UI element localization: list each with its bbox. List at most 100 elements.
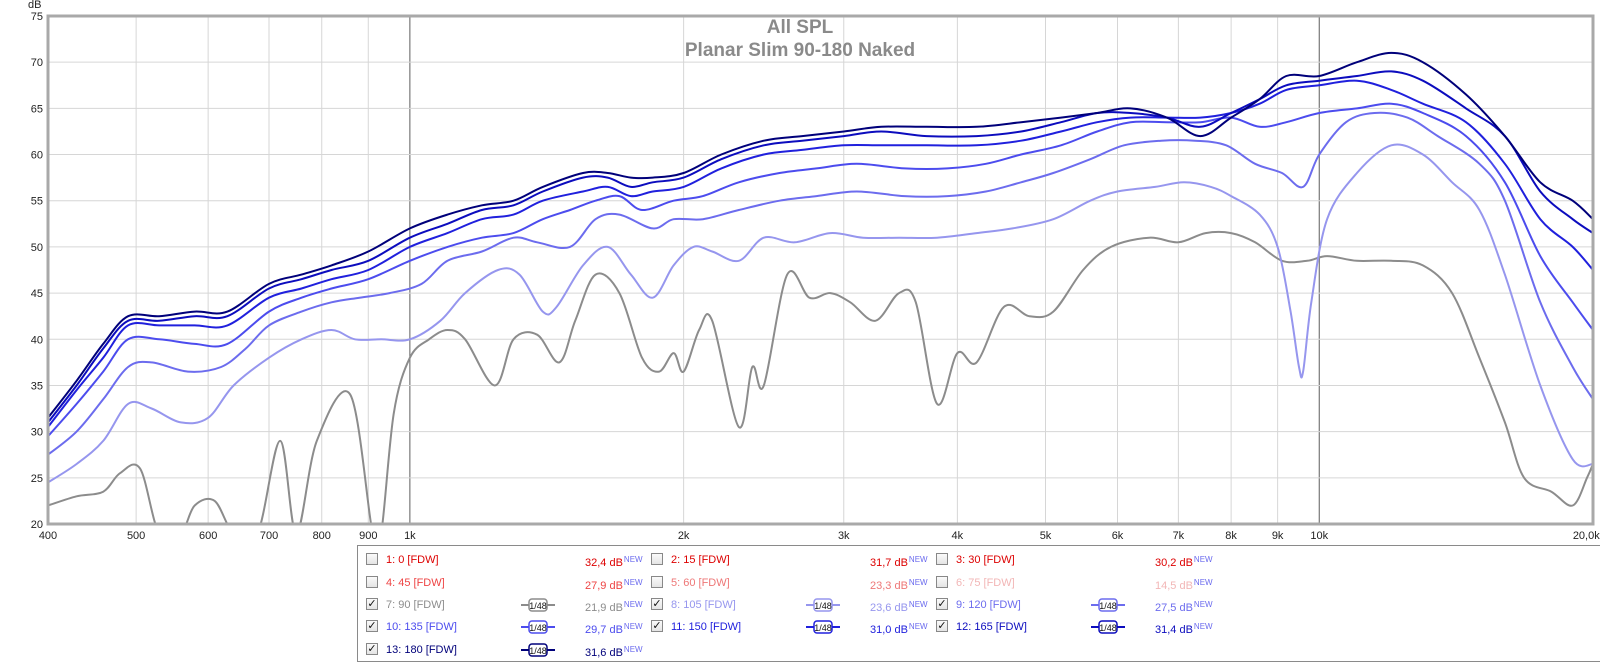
y-tick-label: 45 [31, 288, 43, 300]
y-tick-label: 75 [31, 11, 43, 23]
legend-new-tag: NEW [623, 578, 643, 587]
smoothing-icon[interactable]: 1/48 [1091, 598, 1125, 612]
smoothing-icon[interactable]: 1/48 [521, 643, 555, 657]
legend-checkbox[interactable]: ✓ [651, 620, 663, 632]
y-tick-label: 55 [31, 196, 43, 208]
legend-new-tag: NEW [623, 600, 643, 609]
series-line-5 [48, 79, 1593, 428]
y-tick-label: 70 [31, 57, 43, 69]
legend-value: 30,2 dBNEW [1155, 555, 1213, 569]
legend-checkbox[interactable] [936, 576, 948, 588]
y-axis-label: dB [28, 0, 41, 11]
legend-item: 4: 45 [FDW] 27,9 dBNEW [366, 573, 646, 593]
y-tick-label: 35 [31, 380, 43, 392]
spl-chart: 20 25 30 35 40 45 50 55 60 65 70 75 400 500 600 700 800 9… [0, 0, 1600, 545]
smoothing-label: 1/48 [529, 646, 547, 656]
legend-item: ✓ 8: 105 [FDW] 1/48 23,6 dBNEW [651, 595, 931, 615]
x-tick-label: 6k [1112, 530, 1124, 542]
legend-checkbox[interactable]: ✓ [366, 643, 378, 655]
legend-item: 3: 30 [FDW] 30,2 dBNEW [936, 550, 1216, 570]
chart-title: All SPL [767, 17, 834, 38]
x-tick-label: 400 [39, 530, 57, 542]
x-tick-label: 4k [952, 530, 964, 542]
legend-new-tag: NEW [1193, 578, 1213, 587]
legend-new-tag: NEW [623, 555, 643, 564]
series-line-3 [48, 111, 1593, 456]
legend-label: 7: 90 [FDW] [386, 599, 445, 611]
plot-background [0, 0, 1600, 545]
x-tick-label: 600 [199, 530, 217, 542]
series-line-1 [48, 230, 1593, 524]
legend-value: 31,0 dBNEW [870, 622, 928, 636]
legend-item: ✓ 13: 180 [FDW] 1/48 31,6 dBNEW [366, 640, 646, 660]
legend-value: 31,7 dBNEW [870, 555, 928, 569]
legend-value: 31,6 dBNEW [585, 645, 643, 659]
legend-checkbox[interactable] [651, 553, 663, 565]
legend-checkbox[interactable]: ✓ [936, 620, 948, 632]
legend-item: ✓ 9: 120 [FDW] 1/48 27,5 dBNEW [936, 595, 1216, 615]
legend-new-tag: NEW [908, 622, 928, 631]
legend-value: 27,5 dBNEW [1155, 600, 1213, 614]
legend-label: 11: 150 [FDW] [671, 621, 742, 633]
legend-new-tag: NEW [1193, 555, 1213, 564]
chart-subtitle: Planar Slim 90-180 Naked [685, 40, 915, 61]
smoothing-icon[interactable]: 1/48 [521, 598, 555, 612]
legend-new-tag: NEW [1193, 600, 1213, 609]
legend-label: 1: 0 [FDW] [386, 554, 439, 566]
y-tick-label: 65 [31, 103, 43, 115]
legend-new-tag: NEW [908, 578, 928, 587]
legend-checkbox[interactable]: ✓ [366, 620, 378, 632]
y-tick-label: 40 [31, 334, 43, 346]
y-tick-label: 50 [31, 242, 43, 254]
legend-checkbox[interactable] [936, 553, 948, 565]
legend-checkbox[interactable] [366, 576, 378, 588]
legend-new-tag: NEW [908, 600, 928, 609]
series-line-4 [48, 102, 1593, 437]
legend-item: ✓ 11: 150 [FDW] 1/48 31,0 dBNEW [651, 617, 931, 637]
legend-value: 23,3 dBNEW [870, 578, 928, 592]
legend-value: 32,4 dBNEW [585, 555, 643, 569]
y-tick-label: 25 [31, 473, 43, 485]
legend-new-tag: NEW [1193, 622, 1213, 631]
axis-ticks: 20 25 30 35 40 45 50 55 60 65 70 75 400 500 600 700 800 9… [31, 11, 1600, 542]
smoothing-icon[interactable]: 1/48 [806, 598, 840, 612]
legend-checkbox[interactable] [651, 576, 663, 588]
y-tick-label: 20 [31, 519, 43, 531]
grid-lines [48, 16, 1593, 524]
legend-item: 2: 15 [FDW] 31,7 dBNEW [651, 550, 931, 570]
x-tick-label: 1k [404, 530, 416, 542]
y-tick-label: 30 [31, 427, 43, 439]
legend-checkbox[interactable]: ✓ [936, 598, 948, 610]
legend-value: 21,9 dBNEW [585, 600, 643, 614]
smoothing-label: 1/48 [529, 601, 547, 611]
y-tick-label: 60 [31, 150, 43, 162]
legend-value: 27,9 dBNEW [585, 578, 643, 592]
legend-checkbox[interactable]: ✓ [651, 598, 663, 610]
legend-panel: 1: 0 [FDW] 32,4 dBNEW 2: 15 [FDW] 31,7 dBNE… [357, 545, 1600, 662]
legend-value: 23,6 dBNEW [870, 600, 928, 614]
legend-label: 10: 135 [FDW] [386, 621, 457, 633]
x-tick-label: 700 [260, 530, 278, 542]
smoothing-label: 1/48 [814, 601, 832, 611]
legend-label: 9: 120 [FDW] [956, 599, 1021, 611]
x-tick-label: 500 [127, 530, 145, 542]
legend-checkbox[interactable] [366, 553, 378, 565]
smoothing-icon[interactable]: 1/48 [1091, 620, 1125, 634]
smoothing-label: 1/48 [1099, 601, 1117, 611]
smoothing-icon[interactable]: 1/48 [521, 620, 555, 634]
series-line-6 [48, 70, 1593, 424]
legend-checkbox[interactable]: ✓ [366, 598, 378, 610]
smoothing-label: 1/48 [814, 623, 832, 633]
legend-label: 13: 180 [FDW] [386, 644, 457, 656]
legend-item: ✓ 10: 135 [FDW] 1/48 29,7 dBNEW [366, 617, 646, 637]
legend-item: 6: 75 [FDW] 14,5 dBNEW [936, 573, 1216, 593]
legend-item: ✓ 12: 165 [FDW] 1/48 31,4 dBNEW [936, 617, 1216, 637]
smoothing-icon[interactable]: 1/48 [806, 620, 840, 634]
smoothing-label: 1/48 [1099, 623, 1117, 633]
x-tick-label: 20,0kHz [1573, 530, 1600, 542]
series-line-2 [48, 143, 1593, 484]
legend-label: 12: 165 [FDW] [956, 621, 1027, 633]
x-tick-label: 800 [313, 530, 331, 542]
legend-item: 5: 60 [FDW] 23,3 dBNEW [651, 573, 931, 593]
legend-value: 14,5 dBNEW [1155, 578, 1213, 592]
